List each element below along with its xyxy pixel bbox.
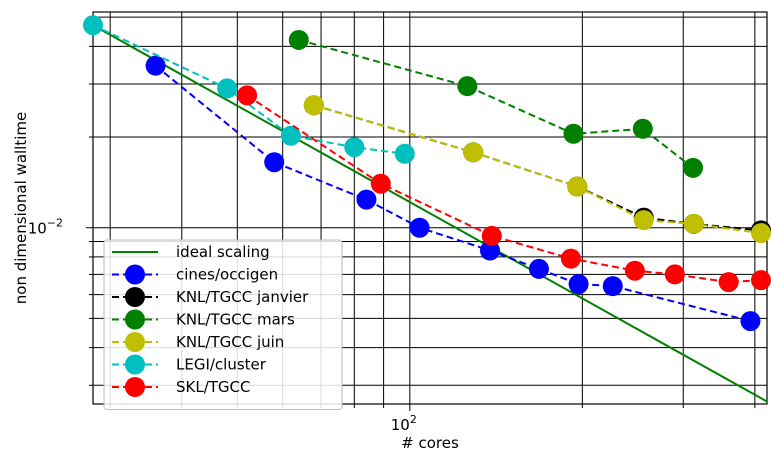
legend-label: cines/occigen [176, 266, 278, 284]
y-tick-label: 10−2 [28, 217, 63, 238]
data-point [624, 260, 645, 281]
data-point [280, 125, 301, 146]
data-point [83, 15, 103, 36]
data-point [568, 274, 589, 295]
legend-marker [125, 377, 145, 397]
data-point [481, 225, 502, 246]
data-point [560, 248, 581, 269]
data-point [356, 189, 377, 210]
x-tick-label: 102 [391, 413, 417, 434]
data-point [718, 272, 739, 293]
data-point [602, 276, 623, 297]
legend-marker [125, 309, 145, 330]
series-line [92, 24, 405, 155]
legend-label: KNL/TGCC mars [176, 311, 295, 329]
data-point [394, 143, 415, 164]
data-point [237, 85, 258, 106]
data-point [751, 270, 771, 291]
series-line [313, 104, 762, 235]
data-point [288, 29, 309, 50]
data-point [563, 123, 584, 144]
data-point [632, 118, 653, 139]
y-axis-label: non dimensional walltime [12, 112, 30, 304]
series-6 [237, 85, 771, 293]
legend-label: KNL/TGCC janvier [176, 288, 309, 306]
legend-marker [125, 332, 145, 352]
data-point [479, 240, 500, 261]
data-point [683, 213, 704, 234]
legend-label: KNL/TGCC juin [176, 333, 284, 351]
series-line [246, 94, 762, 284]
legend-label: ideal scaling [176, 243, 270, 261]
legend-marker [125, 264, 145, 285]
data-point [751, 223, 771, 244]
data-point [303, 95, 324, 116]
data-point [370, 173, 391, 194]
data-point [217, 78, 238, 99]
series-1 [145, 55, 761, 332]
legend-marker [125, 354, 145, 375]
data-point [683, 157, 704, 178]
data-point [567, 176, 588, 197]
legend-box [103, 239, 343, 410]
series-group [83, 15, 771, 403]
legend-marker [125, 287, 145, 307]
data-point [740, 311, 761, 332]
data-point [664, 264, 685, 285]
series-5 [83, 15, 415, 164]
series-4 [303, 95, 771, 244]
data-point [457, 76, 478, 97]
legend: ideal scaling cines/occigen KNL/TGCC janvi… [103, 239, 343, 410]
data-point [145, 55, 166, 76]
series-0 [92, 24, 768, 403]
plot-area-frame [92, 11, 768, 405]
legend-label: SKL/TGCC [176, 378, 251, 396]
data-point [344, 137, 365, 158]
x-axis-label: # cores [401, 434, 459, 452]
data-point [409, 217, 430, 238]
data-point [633, 210, 654, 231]
legend-label: LEGI/cluster [176, 356, 267, 374]
ideal-scaling-line [92, 24, 768, 403]
series-3 [288, 29, 704, 178]
data-point [264, 152, 285, 173]
data-point [463, 142, 484, 163]
data-point [528, 258, 549, 279]
